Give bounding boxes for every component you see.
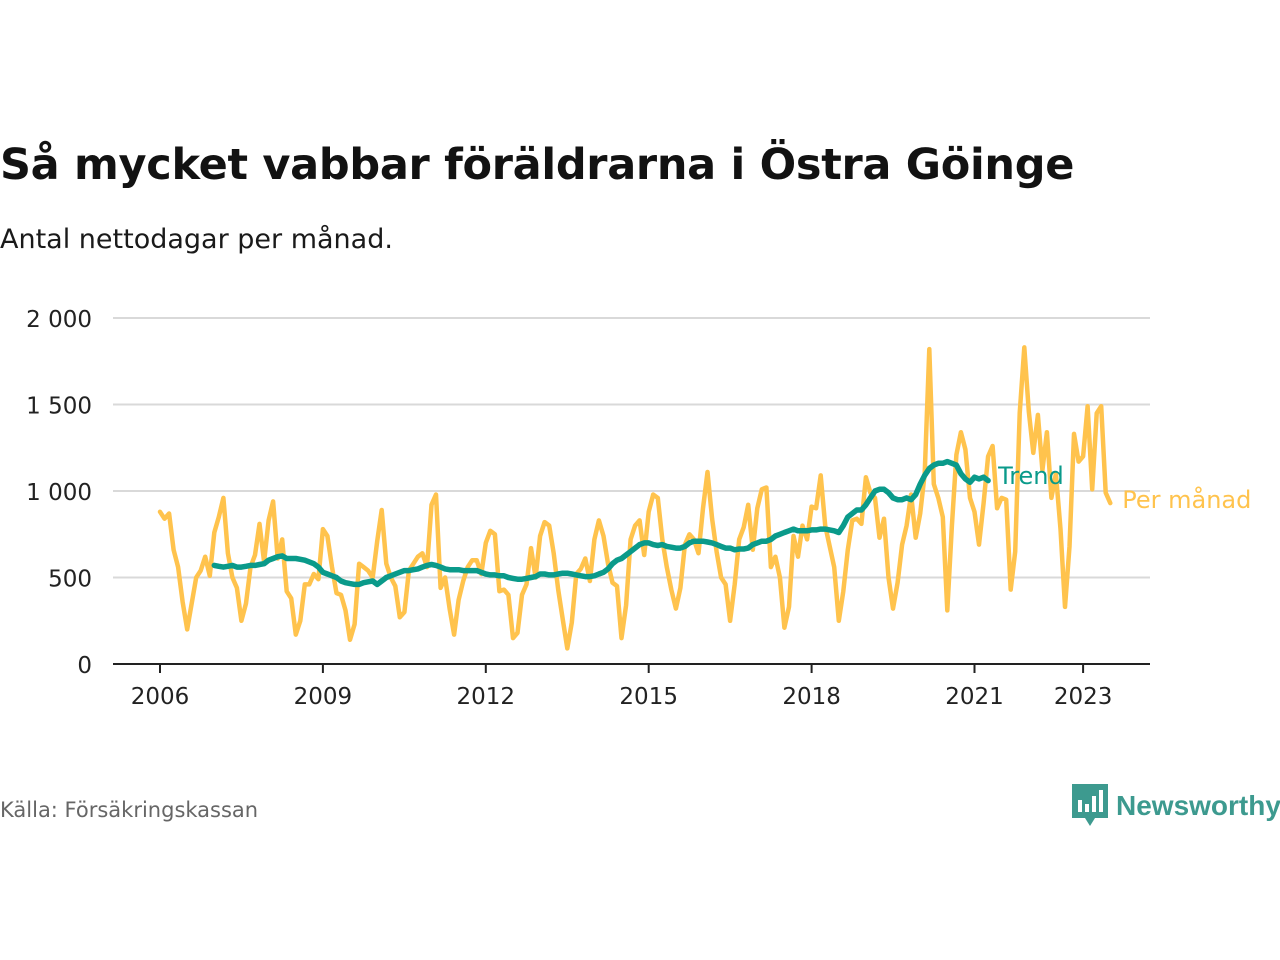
y-axis-ticks: 0 500 1 000 1 500 2 000 xyxy=(26,307,92,679)
x-tick-label: 2018 xyxy=(782,684,841,710)
x-tick-label: 2023 xyxy=(1054,684,1113,710)
x-tick-label: 2006 xyxy=(131,684,190,710)
x-tick-label: 2009 xyxy=(294,684,353,710)
series-line-trend xyxy=(211,458,991,588)
x-tick-label: 2012 xyxy=(457,684,516,710)
brand-name: Newsworthy xyxy=(1116,790,1280,821)
chart-subtitle: Antal nettodagar per månad. xyxy=(0,224,393,255)
y-tick-label: 2 000 xyxy=(26,307,92,333)
series-label-trend: Trend xyxy=(997,462,1064,490)
newsworthy-logo[interactable]: Newsworthy xyxy=(1072,784,1280,828)
series-label-per-manad: Per månad xyxy=(1122,485,1251,514)
y-tick-label: 0 xyxy=(77,653,92,679)
chart-title: Så mycket vabbar föräldrarna i Östra Göi… xyxy=(0,140,1075,190)
series-labels: Per månad Trend xyxy=(997,462,1251,514)
series-line-per-manad xyxy=(157,345,1113,651)
y-tick-label: 1 000 xyxy=(26,480,92,506)
x-tick-label: 2015 xyxy=(619,684,678,710)
x-axis-ticks: 2006 2009 2012 2015 2018 2021 2023 xyxy=(131,664,1113,710)
x-tick-label: 2021 xyxy=(945,684,1004,710)
line-chart: 0 500 1 000 1 500 2 000 2006 2009 2012 2015 2018… xyxy=(26,307,1251,710)
gridlines xyxy=(113,317,1150,665)
source-note: Källa: Försäkringskassan xyxy=(0,798,259,822)
y-tick-label: 500 xyxy=(48,567,92,593)
series-lines xyxy=(157,345,1113,651)
y-tick-label: 1 500 xyxy=(26,394,92,420)
newsworthy-logo-icon xyxy=(1072,784,1108,826)
